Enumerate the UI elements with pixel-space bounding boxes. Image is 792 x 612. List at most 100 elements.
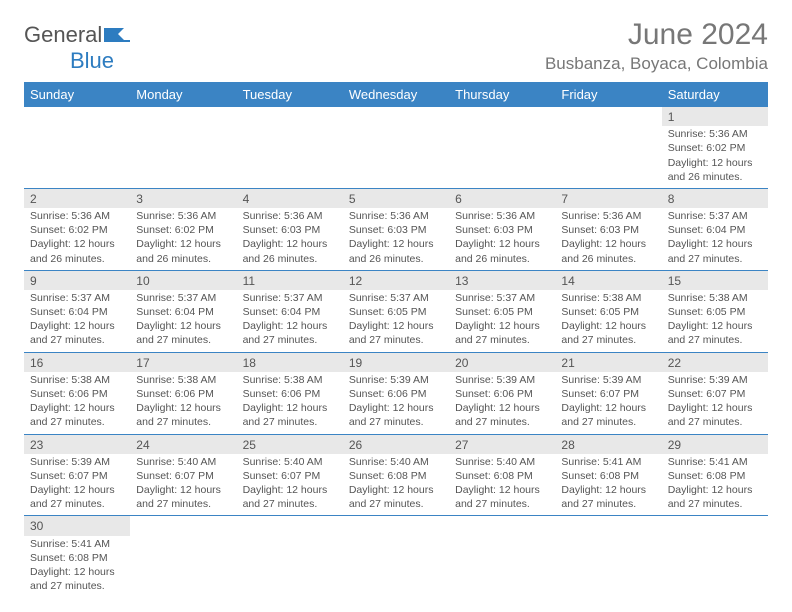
info-line: Sunrise: 5:39 AM (455, 373, 549, 387)
info-line: Sunset: 6:04 PM (136, 305, 230, 319)
info-line: Daylight: 12 hours (243, 483, 337, 497)
day-number-cell: 21 (555, 352, 661, 372)
info-line: and 27 minutes. (243, 415, 337, 429)
daynum-row: 1 (24, 107, 768, 126)
day-number-cell: 2 (24, 188, 130, 208)
day-number-cell: 27 (449, 434, 555, 454)
day-number-cell: 12 (343, 270, 449, 290)
day-info-cell: Sunrise: 5:36 AMSunset: 6:03 PMDaylight:… (343, 208, 449, 270)
day-header: Wednesday (343, 82, 449, 107)
info-line: Daylight: 12 hours (349, 319, 443, 333)
day-info-cell (130, 126, 236, 188)
info-line: and 27 minutes. (668, 252, 762, 266)
info-line: and 26 minutes. (243, 252, 337, 266)
info-line: Sunset: 6:06 PM (30, 387, 124, 401)
info-line: Sunrise: 5:39 AM (561, 373, 655, 387)
day-number-cell: 20 (449, 352, 555, 372)
day-number-cell: 19 (343, 352, 449, 372)
page-header: GeneralBlue June 2024 Busbanza, Boyaca, … (24, 18, 768, 74)
info-line: Sunset: 6:08 PM (349, 469, 443, 483)
info-line: Sunset: 6:02 PM (30, 223, 124, 237)
calendar-table: SundayMondayTuesdayWednesdayThursdayFrid… (24, 82, 768, 597)
info-line: Sunset: 6:05 PM (455, 305, 549, 319)
info-line: Daylight: 12 hours (349, 237, 443, 251)
info-line: and 27 minutes. (561, 497, 655, 511)
day-number-cell (449, 516, 555, 536)
info-line: Sunset: 6:05 PM (561, 305, 655, 319)
info-line: Sunset: 6:07 PM (30, 469, 124, 483)
info-row: Sunrise: 5:36 AMSunset: 6:02 PMDaylight:… (24, 126, 768, 188)
info-line: Sunset: 6:03 PM (455, 223, 549, 237)
day-info-cell: Sunrise: 5:37 AMSunset: 6:04 PMDaylight:… (130, 290, 236, 352)
info-line: Sunset: 6:08 PM (668, 469, 762, 483)
info-line: Sunset: 6:07 PM (136, 469, 230, 483)
info-line: Sunset: 6:06 PM (455, 387, 549, 401)
info-line: Sunset: 6:04 PM (243, 305, 337, 319)
info-line: Sunset: 6:07 PM (561, 387, 655, 401)
info-line: Sunrise: 5:36 AM (349, 209, 443, 223)
info-line: Sunset: 6:07 PM (668, 387, 762, 401)
info-line: and 27 minutes. (455, 333, 549, 347)
info-line: Sunrise: 5:41 AM (668, 455, 762, 469)
day-number-cell: 15 (662, 270, 768, 290)
day-info-cell: Sunrise: 5:37 AMSunset: 6:05 PMDaylight:… (449, 290, 555, 352)
day-number-cell (343, 516, 449, 536)
info-line: and 27 minutes. (30, 497, 124, 511)
info-row: Sunrise: 5:36 AM Sunset: 6:02 PM Daylight:… (24, 208, 768, 270)
info-line: and 27 minutes. (136, 415, 230, 429)
day-number-cell: 16 (24, 352, 130, 372)
day-number-cell: 18 (237, 352, 343, 372)
info-line: and 27 minutes. (349, 415, 443, 429)
info-line: Daylight: 12 hours (561, 319, 655, 333)
info-row: Sunrise: 5:38 AMSunset: 6:06 PMDaylight:… (24, 372, 768, 434)
info-line: and 26 minutes. (668, 170, 762, 184)
day-header-row: SundayMondayTuesdayWednesdayThursdayFrid… (24, 82, 768, 107)
info-line: Daylight: 12 hours (136, 237, 230, 251)
location-text: Busbanza, Boyaca, Colombia (545, 54, 768, 74)
info-line: Daylight: 12 hours (243, 401, 337, 415)
day-info-cell: Sunrise: 5:39 AMSunset: 6:06 PMDaylight:… (449, 372, 555, 434)
day-number-cell (662, 516, 768, 536)
info-line: Sunrise: 5:38 AM (30, 373, 124, 387)
day-header: Thursday (449, 82, 555, 107)
day-number-cell (449, 107, 555, 126)
info-line: Daylight: 12 hours (349, 483, 443, 497)
day-info-cell: Sunrise: 5:39 AMSunset: 6:07 PMDaylight:… (24, 454, 130, 516)
info-line: and 27 minutes. (455, 497, 549, 511)
brand-logo: GeneralBlue (24, 22, 130, 74)
info-line: Sunrise: 5:37 AM (668, 209, 762, 223)
info-line: and 27 minutes. (349, 497, 443, 511)
info-line: Daylight: 12 hours (136, 483, 230, 497)
day-number-cell: 5 (343, 188, 449, 208)
day-number-cell: 26 (343, 434, 449, 454)
info-line: Daylight: 12 hours (668, 319, 762, 333)
info-line: Sunrise: 5:36 AM (561, 209, 655, 223)
day-info-cell: Sunrise: 5:41 AMSunset: 6:08 PMDaylight:… (24, 536, 130, 598)
day-number-cell: 8 (662, 188, 768, 208)
day-number-cell: 14 (555, 270, 661, 290)
day-info-cell (449, 536, 555, 598)
info-line: Sunset: 6:03 PM (561, 223, 655, 237)
info-line: and 27 minutes. (243, 497, 337, 511)
info-line: Sunset: 6:08 PM (455, 469, 549, 483)
day-info-cell: Sunrise: 5:40 AMSunset: 6:08 PMDaylight:… (449, 454, 555, 516)
day-number-cell: 11 (237, 270, 343, 290)
info-line: and 27 minutes. (30, 579, 124, 593)
day-number-cell (24, 107, 130, 126)
day-info-cell: Sunrise: 5:41 AMSunset: 6:08 PMDaylight:… (555, 454, 661, 516)
info-row: Sunrise: 5:39 AMSunset: 6:07 PMDaylight:… (24, 454, 768, 516)
info-line: and 26 minutes. (561, 252, 655, 266)
daynum-row: 16171819202122 (24, 352, 768, 372)
day-number-cell: 7 (555, 188, 661, 208)
info-line: Sunrise: 5:36 AM (668, 127, 762, 141)
info-line: and 27 minutes. (30, 415, 124, 429)
info-line: and 26 minutes. (136, 252, 230, 266)
day-number-cell (555, 516, 661, 536)
info-line: Daylight: 12 hours (30, 565, 124, 579)
day-header: Tuesday (237, 82, 343, 107)
day-number-cell: 3 (130, 188, 236, 208)
day-number-cell (237, 107, 343, 126)
info-line: Sunset: 6:06 PM (349, 387, 443, 401)
day-number-cell (237, 516, 343, 536)
day-info-cell: Sunrise: 5:39 AMSunset: 6:06 PMDaylight:… (343, 372, 449, 434)
